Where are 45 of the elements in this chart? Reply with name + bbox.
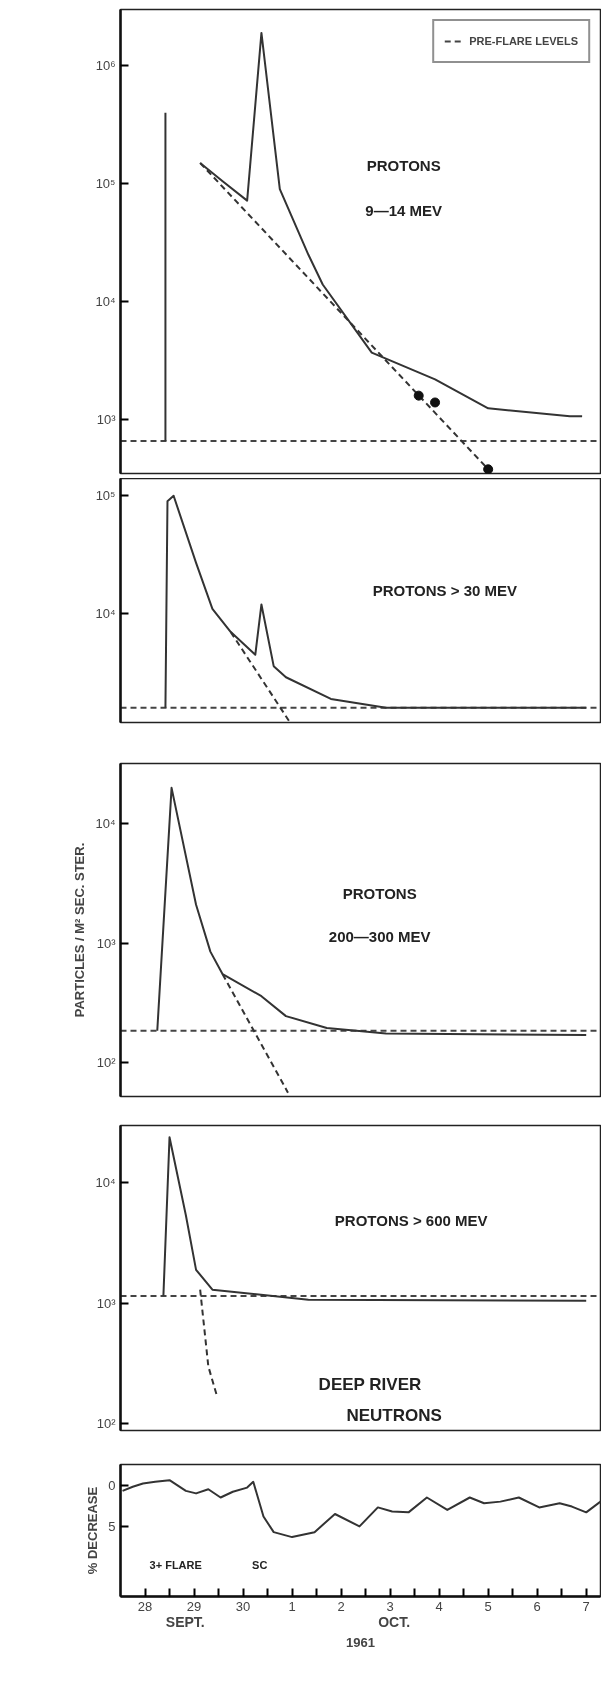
- x-tick-label: 7: [582, 1598, 590, 1614]
- y-tick-label: 10³: [96, 935, 117, 951]
- x-tick-label: 6: [533, 1598, 541, 1614]
- x-tick-label: 4: [435, 1598, 443, 1614]
- y-tick-label: 10²: [96, 1055, 117, 1071]
- y-axis-title: % DECREASE: [85, 1486, 101, 1575]
- y-tick-label: 10⁴: [95, 1175, 116, 1191]
- x-tick-label: 2: [337, 1598, 345, 1614]
- annotation: 200—300 MEV: [328, 928, 431, 946]
- text: OCT.: [378, 1613, 411, 1630]
- annotation: DEEP RIVER: [318, 1375, 422, 1395]
- y-tick-label: 10³: [96, 412, 117, 428]
- line-series: [121, 1479, 601, 1539]
- x-tick-label: 3: [386, 1598, 394, 1614]
- annotation: PROTONS > 30 MEV: [372, 582, 517, 600]
- annotation: 9—14 MEV: [365, 201, 443, 219]
- x-tick-label: 1: [288, 1598, 296, 1614]
- x-tick-label: 29: [186, 1598, 202, 1614]
- annotation: PROTONS: [366, 156, 441, 174]
- annotation: PROTONS > 600 MEV: [334, 1211, 488, 1229]
- legend-label: PRE-FLARE LEVELS: [469, 35, 578, 47]
- y-axis-title: PARTICLES / M² SEC. STER.: [72, 842, 88, 1018]
- annotation: NEUTRONS: [346, 1405, 442, 1425]
- y-tick-label: 10⁴: [95, 294, 116, 310]
- annotation: 3+ FLARE: [149, 1558, 202, 1571]
- y-tick-label: 10⁵: [95, 176, 116, 192]
- y-tick-label: 10⁵: [95, 488, 116, 504]
- x-tick-label: 28: [137, 1598, 153, 1614]
- y-tick-label: 10⁶: [95, 58, 116, 74]
- x-axis-title: 1961: [346, 1634, 375, 1650]
- y-tick-label: 10⁴: [95, 816, 116, 832]
- text: SEPT.: [165, 1613, 205, 1630]
- y-tick-label: 0: [108, 1477, 116, 1493]
- point: [413, 390, 424, 401]
- x-tick-label: 5: [484, 1598, 492, 1614]
- line-series: [162, 1136, 588, 1302]
- y-tick-label: 10²: [96, 1416, 117, 1432]
- point: [430, 397, 441, 408]
- y-tick-label: 10⁴: [95, 606, 116, 622]
- x-tick-label: 30: [235, 1598, 251, 1614]
- y-tick-label: 10³: [96, 1295, 117, 1311]
- y-tick-label: 5: [108, 1518, 116, 1534]
- annotation: SC: [252, 1558, 268, 1571]
- point: [483, 464, 494, 474]
- annotation: PROTONS: [342, 884, 417, 902]
